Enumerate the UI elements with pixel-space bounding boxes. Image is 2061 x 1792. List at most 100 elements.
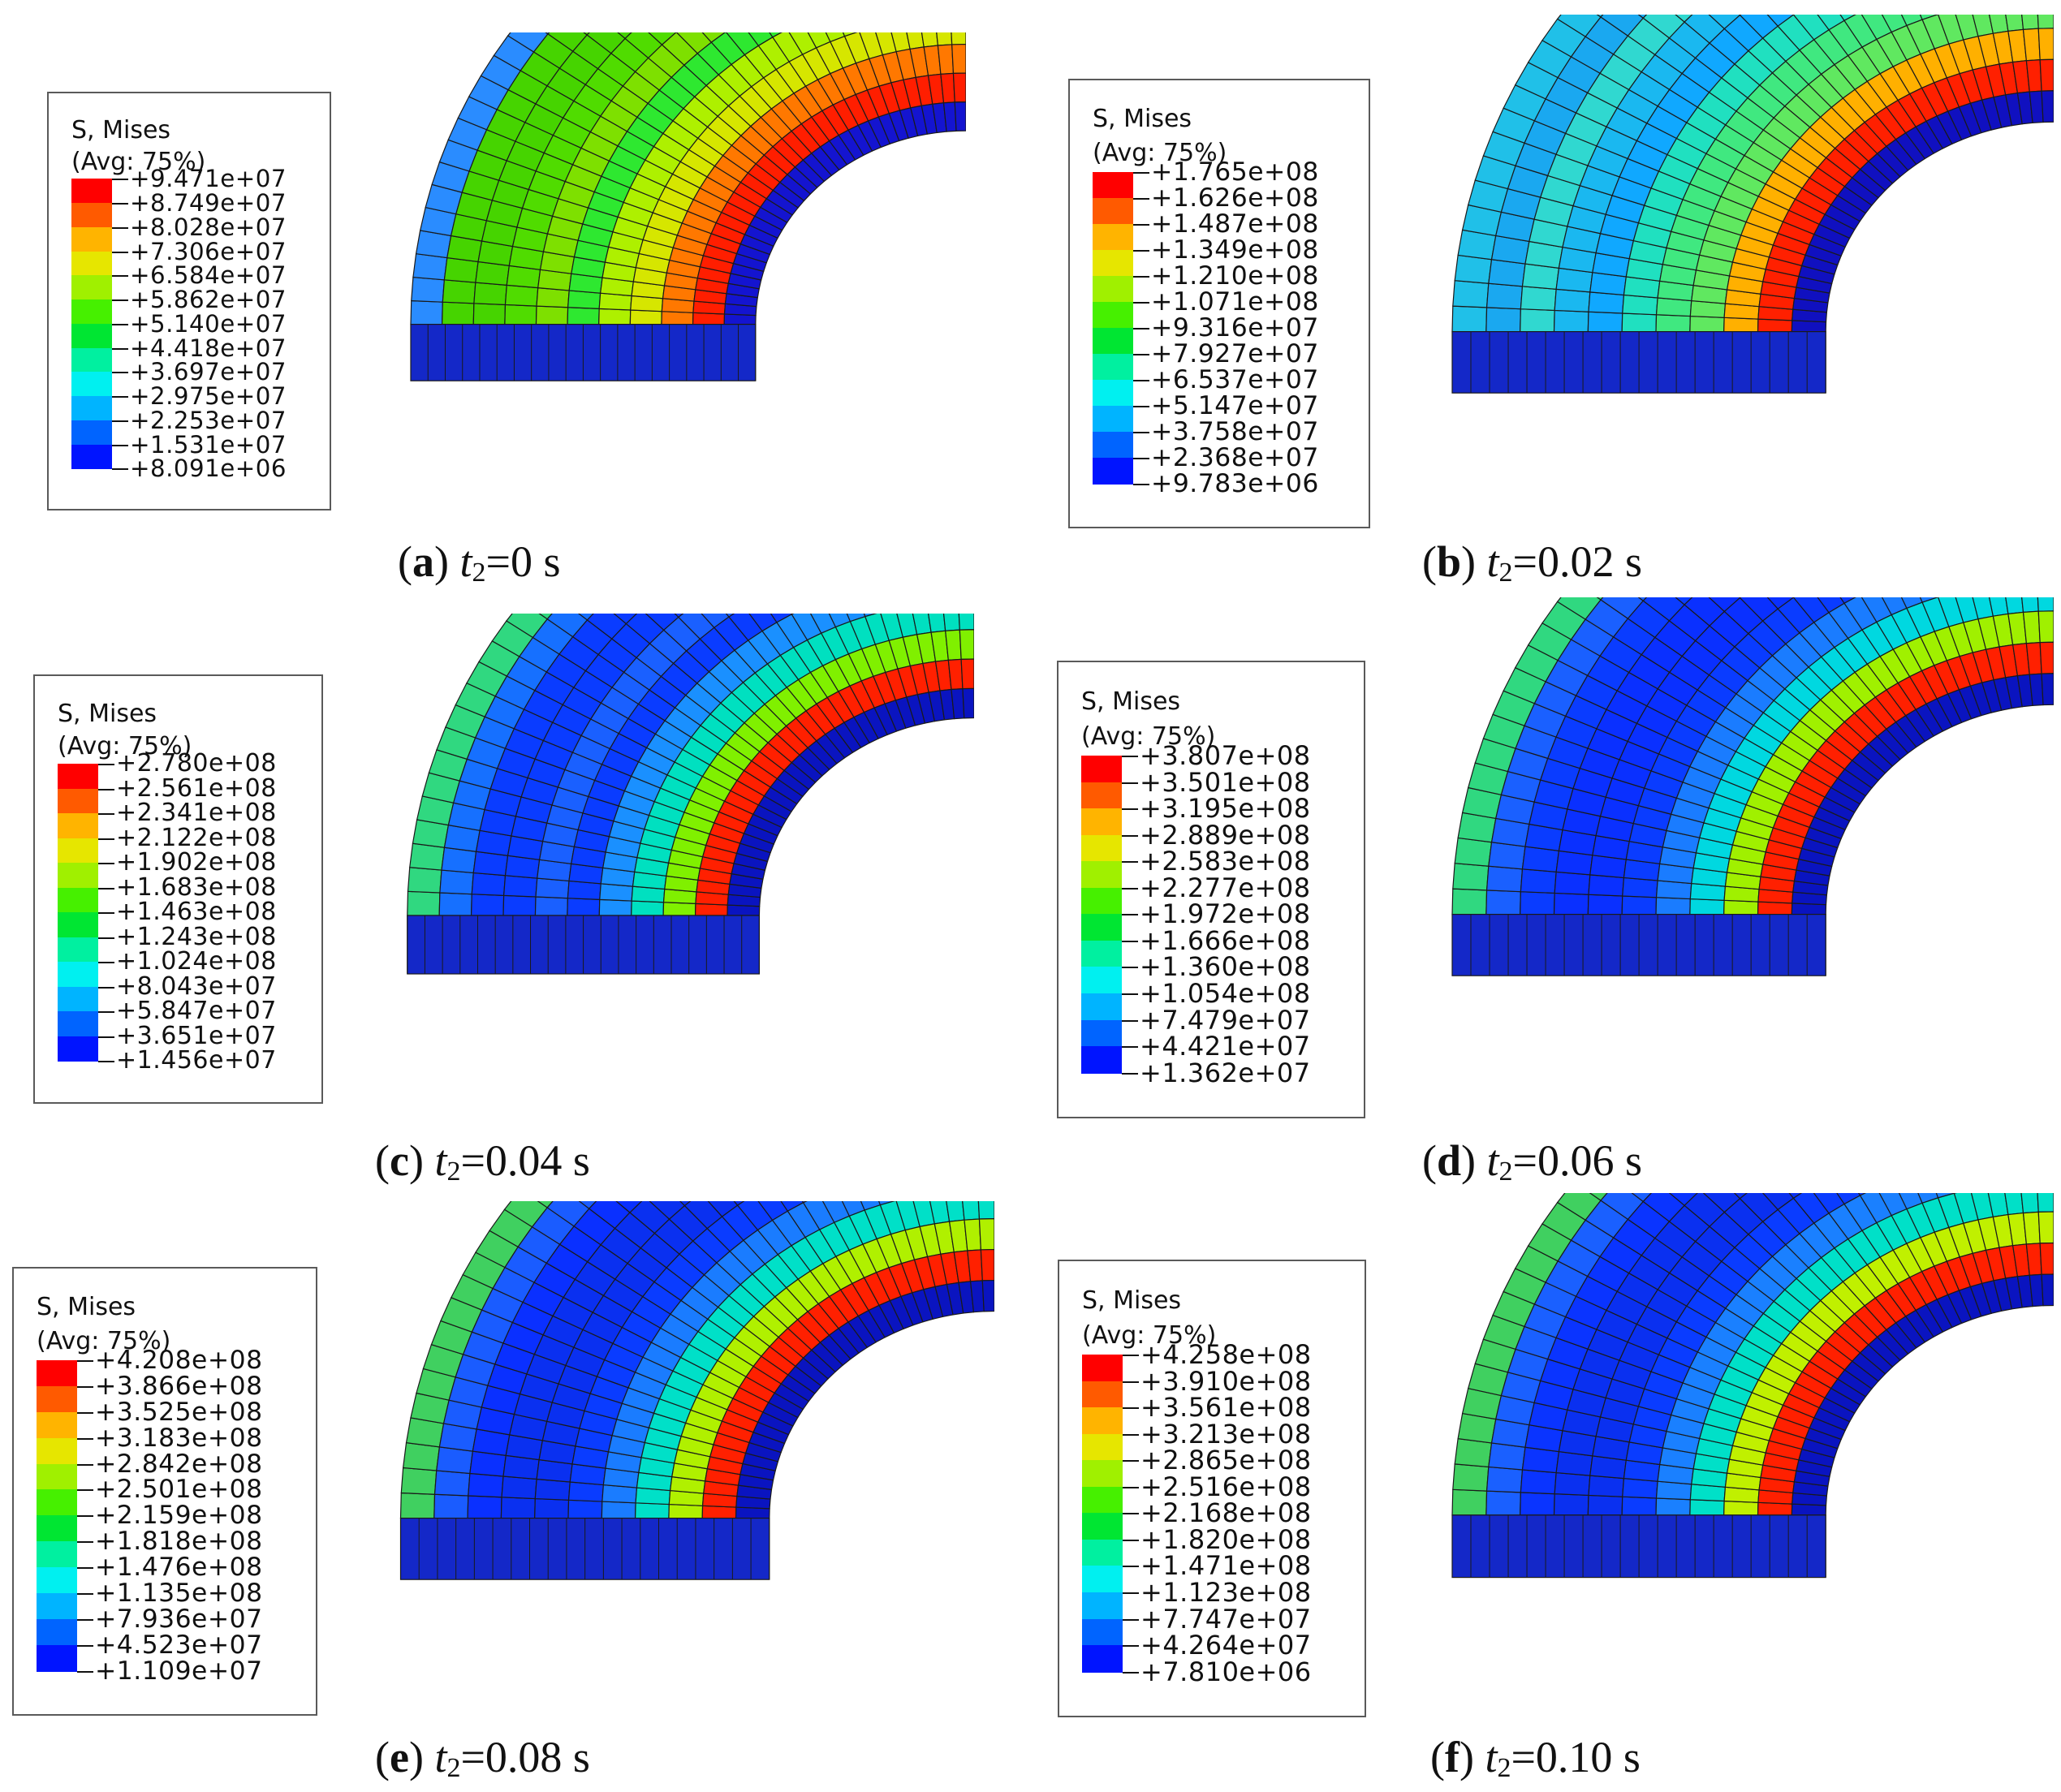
legend-value: +5.847e+07 [116, 997, 277, 1025]
legend-swatch [1093, 172, 1133, 200]
legend-tick [1123, 1592, 1139, 1594]
legend-value: +4.208e+08 [95, 1345, 263, 1375]
legend-swatch [37, 1515, 77, 1543]
legend-subtitle: (Avg: 75%) [1081, 722, 1216, 751]
legend-value: +4.264e+07 [1140, 1630, 1312, 1661]
legend-value: +1.902e+08 [116, 848, 277, 877]
legend-swatch [1081, 782, 1122, 810]
legend-value: +1.626e+08 [1151, 183, 1319, 213]
legend-value: +7.306e+07 [130, 237, 287, 265]
legend-swatch [58, 962, 98, 988]
legend-swatch [37, 1644, 77, 1672]
legend-swatch [58, 1011, 98, 1037]
legend-swatch [58, 863, 98, 889]
legend-title: S, Mises [58, 700, 157, 728]
stress-contour-e [399, 1201, 994, 1580]
legend-value: +2.501e+08 [95, 1475, 263, 1505]
legend-tick [1133, 379, 1149, 381]
legend-swatch [37, 1541, 77, 1569]
legend-swatch [1081, 861, 1122, 889]
legend-tick [1122, 967, 1138, 969]
legend-value: +5.140e+07 [130, 309, 287, 338]
legend-value: +2.583e+08 [1140, 846, 1311, 877]
legend-tick [98, 813, 114, 815]
legend-tick [77, 1515, 93, 1518]
legend-value: +9.471e+07 [130, 165, 287, 193]
legend-value: +3.213e+08 [1140, 1418, 1312, 1450]
legend-value: +3.697e+07 [130, 358, 287, 386]
legend-tick [112, 203, 128, 205]
legend-tick [77, 1592, 93, 1595]
legend-swatch [37, 1359, 77, 1387]
legend-tick [1133, 353, 1149, 355]
legend-tick [112, 299, 128, 302]
legend-tick [98, 764, 114, 765]
legend-swatch [1082, 1592, 1123, 1620]
legend-value: +2.253e+07 [130, 406, 287, 434]
legend-value: +1.666e+08 [1140, 924, 1311, 956]
legend-value: +3.195e+08 [1140, 793, 1311, 825]
legend-value: +2.516e+08 [1140, 1471, 1312, 1502]
legend-tick [77, 1644, 93, 1647]
legend-tick [112, 347, 128, 350]
legend-tick [112, 468, 128, 471]
legend-swatch [37, 1592, 77, 1620]
legend-c: S, Mises (Avg: 75%) +2.780e+08 +2.561e+08 +2… [33, 674, 323, 1104]
legend-swatch [1082, 1645, 1123, 1673]
legend-a: S, Mises (Avg: 75%) +9.471e+07 +8.749e+07 +8… [47, 92, 331, 510]
legend-tick [112, 275, 128, 278]
legend-tick [112, 251, 128, 253]
legend-swatch [71, 251, 112, 277]
legend-value: +1.463e+08 [116, 898, 277, 926]
legend-value: +1.123e+08 [1140, 1577, 1312, 1608]
legend-swatch [58, 937, 98, 963]
legend-value: +4.258e+08 [1140, 1339, 1312, 1371]
legend-tick [77, 1463, 93, 1466]
legend-tick [98, 1061, 114, 1062]
legend-value: +3.866e+08 [95, 1371, 263, 1401]
legend-tick [1133, 172, 1149, 174]
legend-tick [98, 838, 114, 840]
legend-e: S, Mises (Avg: 75%) +4.208e+08 +3.866e+08 +3… [12, 1267, 317, 1716]
stress-contour-f [1451, 1193, 2054, 1579]
legend-swatch [1082, 1513, 1123, 1540]
legend-value: +4.523e+07 [95, 1630, 263, 1660]
legend-tick [1133, 250, 1149, 252]
legend-value: +2.561e+08 [116, 773, 277, 803]
legend-value: +7.747e+07 [1140, 1603, 1312, 1635]
legend-tick [1122, 914, 1138, 916]
legend-swatch [1093, 353, 1133, 381]
legend-tick [112, 420, 128, 422]
legend-tick [1122, 1019, 1138, 1022]
legend-swatch [58, 838, 98, 864]
legend-subtitle: (Avg: 75%) [58, 732, 192, 760]
legend-tick [1122, 808, 1138, 811]
legend-swatch [71, 372, 112, 398]
legend-tick [112, 372, 128, 374]
legend-swatch [1081, 967, 1122, 994]
legend-value: +3.525e+08 [95, 1397, 263, 1427]
legend-swatch [71, 347, 112, 373]
legend-tick [77, 1437, 93, 1440]
legend-swatch [37, 1385, 77, 1413]
legend-swatch [58, 813, 98, 839]
legend-value: +7.927e+07 [1151, 338, 1319, 368]
legend-swatch [37, 1437, 77, 1465]
legend-swatch [71, 420, 112, 446]
legend-value: +7.936e+07 [95, 1604, 263, 1634]
legend-subtitle: (Avg: 75%) [37, 1327, 171, 1356]
legend-tick [1123, 1407, 1139, 1410]
legend-tick [98, 937, 114, 939]
caption-d: (d) t2=0.06 s [1422, 1136, 1642, 1187]
stress-contour-a [410, 32, 966, 381]
legend-swatch [58, 764, 98, 790]
legend-tick [1122, 1072, 1138, 1075]
legend-title: S, Mises [1082, 1286, 1182, 1315]
legend-value: +3.561e+08 [1140, 1392, 1312, 1424]
legend-swatch [1093, 457, 1133, 485]
caption-f: (f) t2=0.10 s [1430, 1733, 1641, 1783]
legend-swatch [58, 986, 98, 1012]
legend-value: +6.584e+07 [130, 261, 287, 290]
legend-tick [1123, 1645, 1139, 1648]
legend-swatch [1093, 379, 1133, 407]
